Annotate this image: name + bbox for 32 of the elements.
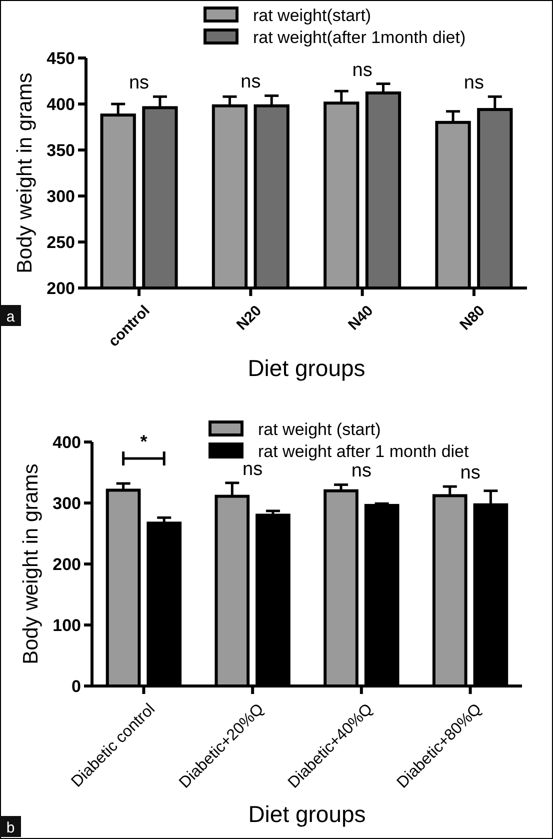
y-tick-label: 100 [52, 616, 81, 635]
annotation: ns [460, 462, 480, 484]
legend-label: rat weight (start) [258, 420, 381, 439]
legend-label: rat weight after 1 month diet [258, 442, 469, 461]
y-tick-label: 0 [72, 676, 81, 696]
y-tick-label: 350 [46, 140, 75, 160]
y-tick-label: 450 [46, 48, 75, 68]
y-tick-label: 400 [52, 432, 81, 452]
x-axis-title: Diet groups [248, 801, 366, 827]
annotation: ns [352, 60, 372, 81]
y-tick-label: 400 [46, 94, 75, 114]
annotation: ns [240, 72, 261, 93]
y-tick-label: 200 [46, 278, 75, 298]
annotation: ns [242, 458, 263, 480]
text: b [6, 819, 15, 836]
x-tick-label: N40 [345, 302, 377, 334]
y-tick-label: 300 [52, 494, 81, 513]
y-tick-label: 300 [46, 186, 75, 206]
annotation: ns [464, 72, 484, 94]
text: a [6, 308, 16, 326]
y-axis-title: Body weight in grams [13, 72, 36, 274]
x-tick-label: N80 [456, 302, 488, 334]
y-tick-label: 250 [46, 232, 75, 252]
legend-label: rat weight(after 1month diet) [253, 28, 466, 47]
y-tick-label: 200 [52, 554, 81, 574]
y-axis-title: Body weight in grams [19, 464, 42, 664]
x-axis-title: Diet groups [248, 355, 366, 381]
annotation: ns [351, 460, 372, 482]
annotation: * [140, 431, 148, 452]
x-tick-label: N20 [233, 302, 265, 334]
legend-label: rat weight(start) [253, 6, 372, 25]
annotation: ns [128, 72, 150, 94]
